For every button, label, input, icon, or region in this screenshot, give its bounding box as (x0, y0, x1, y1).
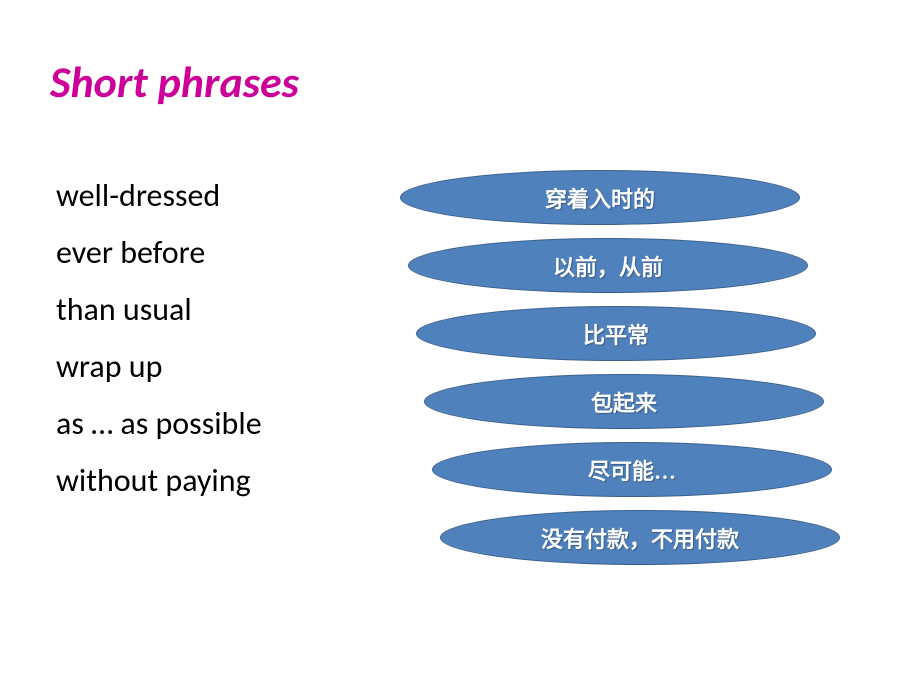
translation-ellipse: 没有付款，不用付款 (440, 510, 840, 565)
slide-title: Short phrases (50, 55, 299, 109)
translation-ellipse: 包起来 (424, 374, 824, 429)
translation-label: 以前，从前 (553, 250, 663, 282)
translation-label: 穿着入时的 (545, 182, 655, 214)
translation-label: 尽可能… (588, 454, 676, 486)
translation-label: 没有付款，不用付款 (541, 522, 739, 554)
phrase-item: wrap up (56, 351, 262, 383)
slide: Short phrases well-dressed ever before t… (0, 0, 920, 690)
phrase-item: as … as possible (56, 408, 262, 440)
phrase-item: well-dressed (56, 180, 262, 212)
translation-label: 包起来 (591, 386, 657, 418)
translation-ellipse: 尽可能… (432, 442, 832, 497)
phrase-item: without paying (56, 465, 262, 497)
translation-label: 比平常 (583, 318, 649, 350)
translation-ellipse: 比平常 (416, 306, 816, 361)
phrase-item: ever before (56, 237, 262, 269)
translation-stack: 穿着入时的 以前，从前 比平常 包起来 尽可能… 没有付款，不用付款 (400, 170, 860, 578)
translation-ellipse: 以前，从前 (408, 238, 808, 293)
phrase-list: well-dressed ever before than usual wrap… (56, 180, 262, 522)
translation-ellipse: 穿着入时的 (400, 170, 800, 225)
phrase-item: than usual (56, 294, 262, 326)
